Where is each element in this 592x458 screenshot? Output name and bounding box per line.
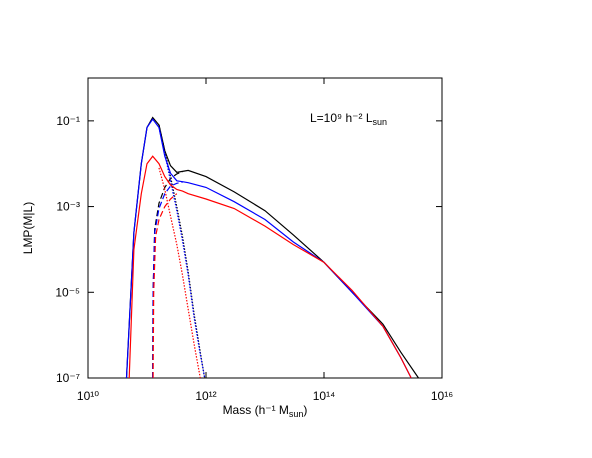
x-axis-label: Mass (h⁻¹ Msun) — [223, 403, 308, 419]
series-line — [152, 181, 183, 379]
y-tick-label: 10⁻³ — [56, 200, 80, 214]
y-tick-label: 10⁻⁷ — [56, 371, 80, 385]
series-line — [128, 155, 412, 379]
annotation-main: L=10⁹ h⁻² L — [310, 111, 373, 125]
x-tick-label: 10¹⁶ — [431, 389, 453, 403]
plot-frame — [87, 77, 443, 379]
series-line — [125, 118, 412, 379]
series-line — [152, 171, 183, 379]
series-line — [158, 167, 201, 379]
x-tick-label: 10¹⁰ — [77, 389, 99, 403]
annotation: L=10⁹ h⁻² Lsun — [310, 111, 387, 127]
annotation-sub: sun — [373, 117, 388, 127]
y-tick-label: 10⁻⁵ — [55, 285, 80, 299]
x-label-main: Mass (h⁻¹ M — [223, 403, 289, 417]
y-axis-label: LMP(M|L) — [21, 202, 35, 254]
series-line — [152, 193, 178, 379]
series-line — [125, 116, 419, 379]
x-tick-label: 10¹² — [195, 389, 216, 403]
y-tick-label: 10⁻¹ — [56, 114, 80, 128]
x-tick-label: 10¹⁴ — [313, 389, 336, 403]
series-line — [158, 127, 206, 379]
x-label-sub: sun — [289, 409, 304, 419]
x-label-end: ) — [303, 403, 307, 417]
